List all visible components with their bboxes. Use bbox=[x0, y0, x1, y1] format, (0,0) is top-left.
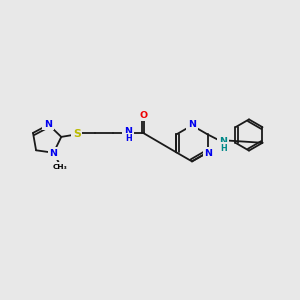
Text: S: S bbox=[73, 129, 81, 139]
Text: O: O bbox=[140, 111, 148, 120]
Text: N: N bbox=[188, 120, 196, 129]
Text: N: N bbox=[44, 119, 52, 128]
Text: N: N bbox=[50, 149, 58, 158]
Text: N: N bbox=[124, 127, 132, 136]
Text: CH₃: CH₃ bbox=[53, 164, 68, 170]
Text: N: N bbox=[205, 148, 212, 158]
Text: H: H bbox=[220, 144, 226, 153]
Text: N: N bbox=[219, 136, 227, 146]
Text: H: H bbox=[125, 134, 131, 143]
